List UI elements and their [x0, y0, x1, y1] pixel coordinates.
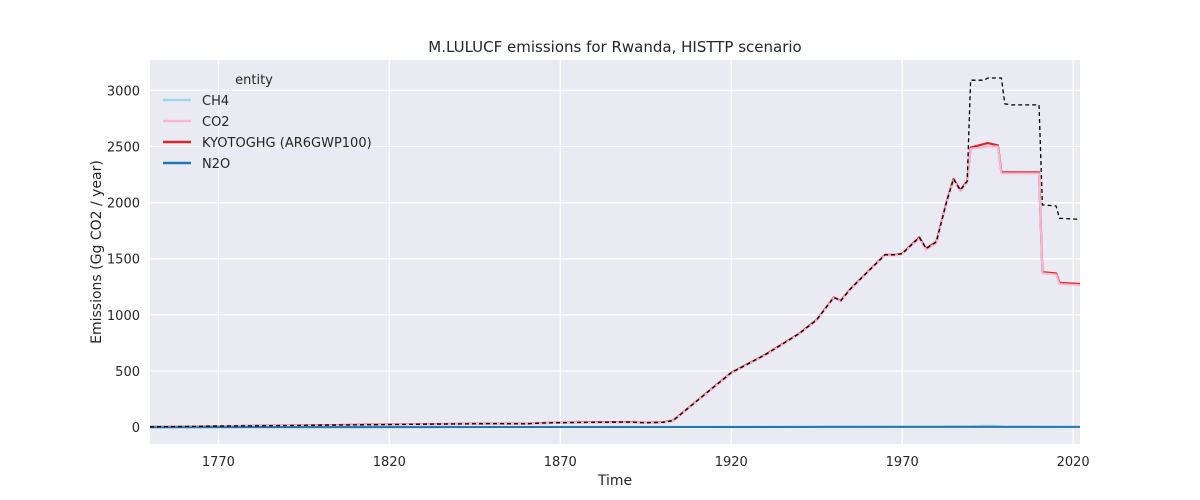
legend-title: entity: [235, 73, 273, 88]
legend-label: N2O: [202, 157, 230, 172]
y-tick-label: 1000: [107, 309, 140, 324]
x-tick-label: 1920: [715, 455, 748, 470]
x-tick-label: 1820: [373, 455, 406, 470]
legend: entity CH4 CO2 KYOTOGHG (AR6GWP100) N2O: [163, 73, 372, 172]
legend-label: KYOTOGHG (AR6GWP100): [202, 136, 372, 151]
legend-label: CO2: [202, 115, 230, 130]
y-tick-labels: 0 500 1000 1500 2000 2500 3000: [107, 84, 140, 436]
y-axis-title: Emissions (Gg CO2 / year): [89, 160, 105, 344]
y-tick-label: 2000: [107, 197, 140, 212]
series-line-total-dashed: [149, 77, 1081, 428]
y-tick-label: 1500: [107, 253, 140, 268]
y-tick-label: 500: [115, 365, 140, 380]
y-tick-label: 3000: [107, 84, 140, 99]
series-lines: [149, 77, 1081, 429]
y-tick-label: 0: [132, 421, 140, 436]
x-tick-label: 1770: [202, 455, 235, 470]
y-tick-label: 2500: [107, 140, 140, 155]
x-tick-label: 1970: [886, 455, 919, 470]
x-tick-label: 1870: [544, 455, 577, 470]
chart-title: M.LULUCF emissions for Rwanda, HISTTP sc…: [428, 38, 801, 56]
x-tick-label: 2020: [1057, 455, 1090, 470]
legend-label: CH4: [202, 94, 229, 109]
plot-background: [150, 60, 1080, 444]
x-axis-title: Time: [597, 473, 632, 489]
x-tick-labels: 1770 1820 1870 1920 1970 2020: [202, 455, 1090, 470]
